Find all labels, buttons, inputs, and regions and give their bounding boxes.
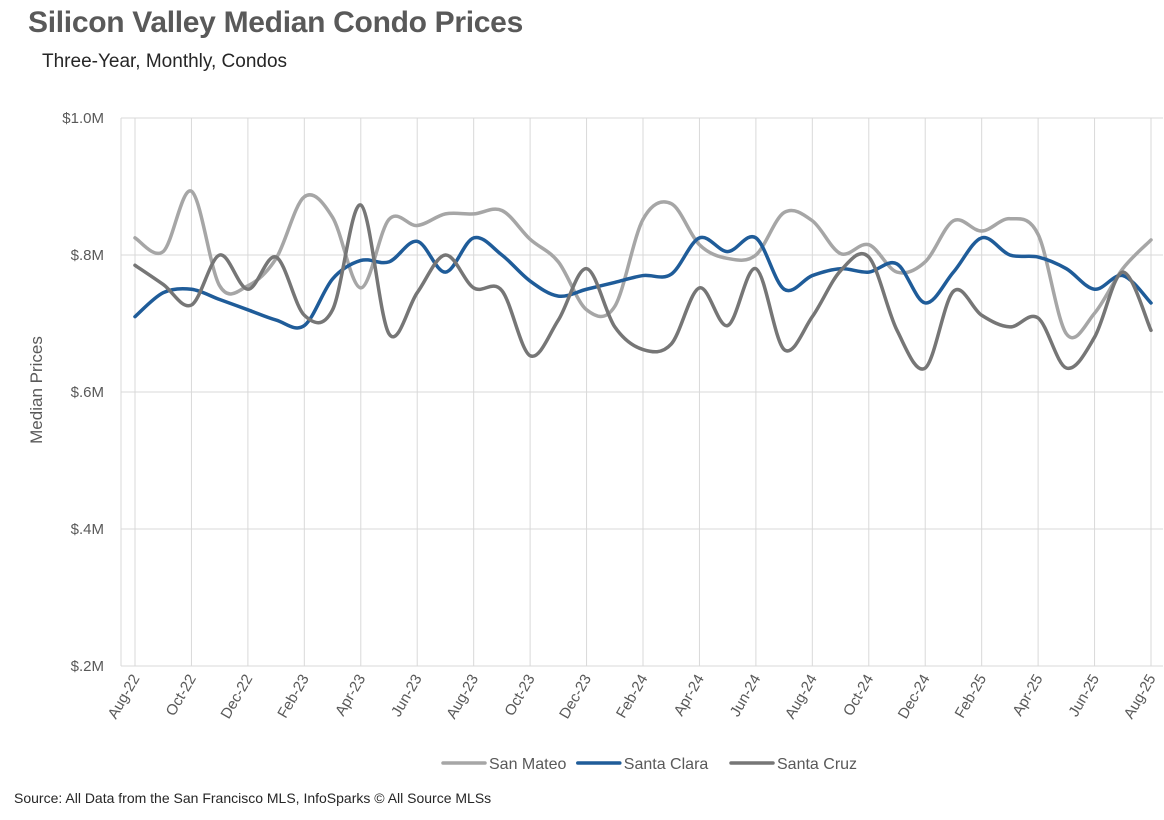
legend-label-santa-clara: Santa Clara bbox=[624, 756, 709, 773]
line-chart: $.2M $.4M $.6M $.8M $1.0M Aug-22 Oct-22 Dec-22 F… bbox=[27, 110, 1163, 773]
x-tick-label: Feb-24 bbox=[613, 672, 651, 722]
y-tick-label: $.8M bbox=[71, 247, 104, 264]
x-tick-label: Dec-24 bbox=[895, 672, 934, 722]
series-line-san-mateo bbox=[133, 189, 1153, 340]
y-tick-label: $.2M bbox=[71, 658, 104, 675]
x-tick-label: Oct-22 bbox=[163, 672, 200, 719]
chart-subtitle: Three-Year, Monthly, Condos bbox=[42, 51, 288, 72]
x-tick-label: Aug-23 bbox=[443, 672, 482, 722]
x-tick-label: Aug-24 bbox=[782, 672, 821, 722]
x-tick-label: Jun-25 bbox=[1065, 672, 1103, 720]
source-note: Source: All Data from the San Francisco … bbox=[14, 790, 492, 806]
y-tick-label: $.4M bbox=[71, 521, 104, 538]
chart-title: Silicon Valley Median Condo Prices bbox=[28, 6, 523, 39]
x-tick-label: Aug-25 bbox=[1121, 672, 1160, 722]
x-tick-label: Dec-23 bbox=[556, 672, 595, 722]
x-tick-label: Dec-22 bbox=[217, 672, 256, 722]
x-tick-label: Aug-22 bbox=[105, 672, 144, 722]
series-line-santa-cruz bbox=[133, 203, 1153, 371]
x-tick-label: Feb-25 bbox=[952, 672, 990, 722]
x-tick-label: Apr-23 bbox=[332, 672, 369, 719]
x-tick-label: Oct-23 bbox=[501, 672, 538, 719]
x-tick-label: Jun-24 bbox=[727, 672, 765, 720]
legend-label-san-mateo: San Mateo bbox=[489, 756, 566, 773]
x-tick-label: Apr-24 bbox=[671, 672, 708, 719]
legend-label-santa-cruz: Santa Cruz bbox=[777, 756, 857, 773]
series-line-santa-clara bbox=[133, 234, 1153, 330]
x-tick-label: Apr-25 bbox=[1009, 672, 1046, 719]
y-axis-title: Median Prices bbox=[27, 336, 46, 444]
x-tick-label: Jun-23 bbox=[388, 672, 426, 720]
y-tick-label: $1.0M bbox=[62, 110, 104, 127]
y-tick-label: $.6M bbox=[71, 384, 104, 401]
x-tick-label: Oct-24 bbox=[840, 672, 877, 719]
x-tick-label: Feb-23 bbox=[274, 672, 312, 722]
